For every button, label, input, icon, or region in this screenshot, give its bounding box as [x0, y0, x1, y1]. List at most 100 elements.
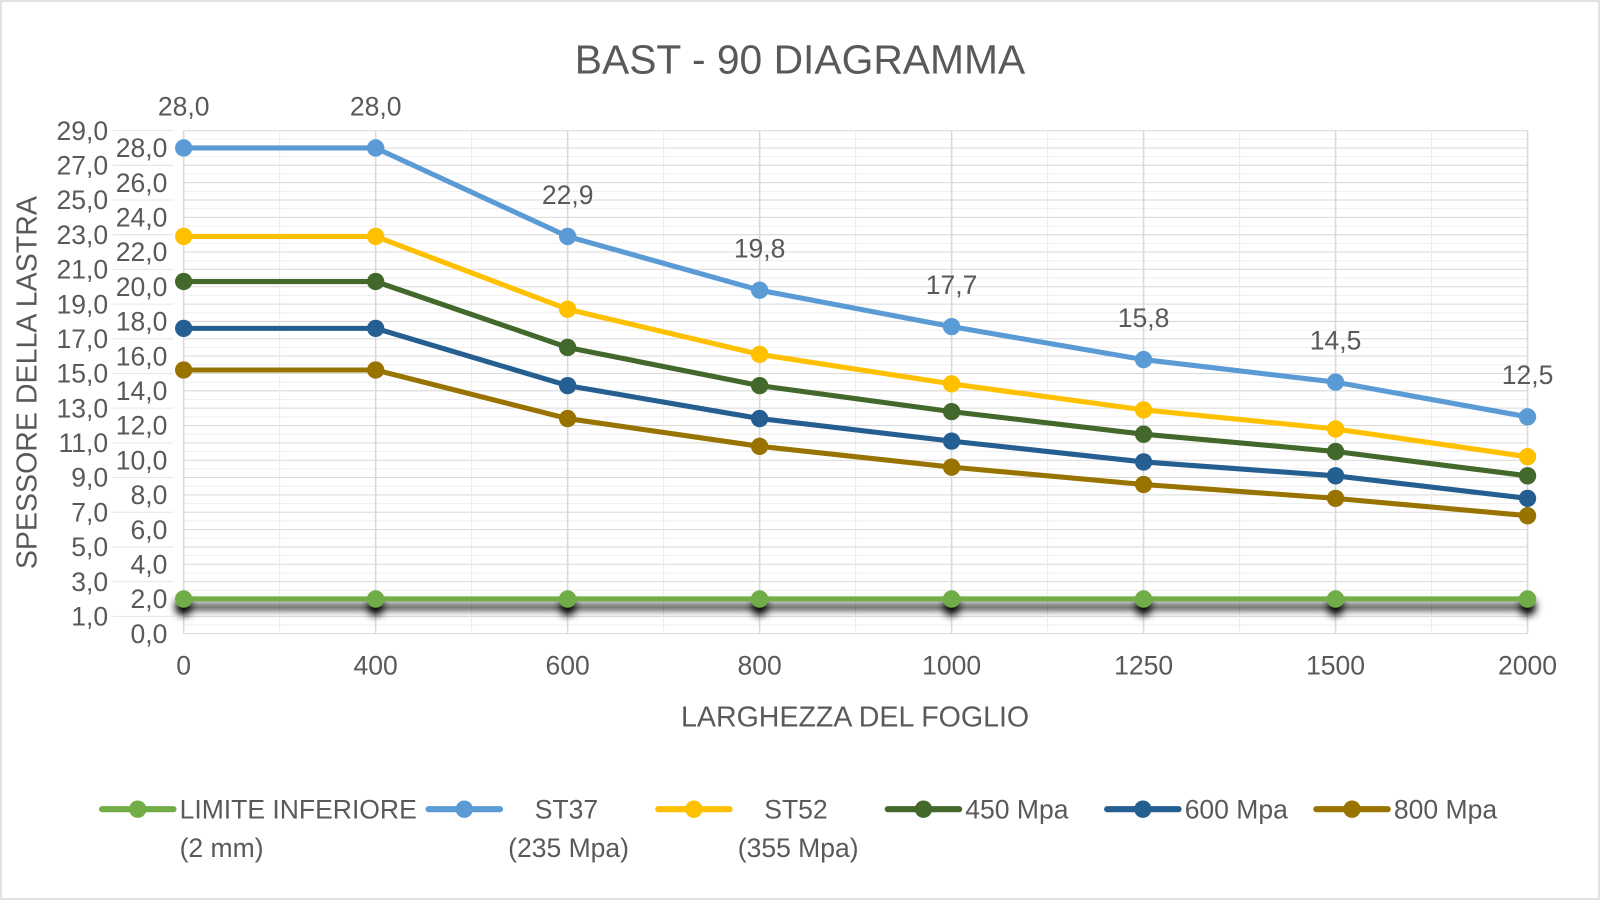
data-point: [1326, 373, 1345, 391]
legend-item: LIMITE INFERIORE (2 mm): [98, 794, 417, 863]
y-tick-label: 27,0: [57, 150, 109, 180]
y-tick-label: 12,0: [116, 411, 168, 441]
data-point: [175, 272, 193, 291]
y-tick-label: 10,0: [116, 445, 168, 475]
data-point: [558, 300, 577, 318]
series-line: [183, 325, 1528, 501]
y-tick-label: 7,0: [71, 497, 108, 527]
gridlines: [182, 130, 1529, 635]
legend-marker: [455, 800, 473, 818]
x-tick-label: 400: [354, 650, 398, 680]
series-line: [183, 233, 1528, 460]
y-tick-label: 21,0: [57, 255, 109, 285]
series-line: [183, 367, 1528, 519]
legend-label-line2: (2 mm): [180, 833, 264, 863]
x-tick-label: 1500: [1306, 650, 1365, 680]
legend-marker: [914, 800, 933, 818]
series-600-mpa: [175, 319, 1537, 508]
data-point: [175, 227, 193, 246]
x-tick-label: 2000: [1498, 650, 1557, 680]
y-tick-label: 14,0: [116, 376, 168, 406]
data-point: [175, 590, 193, 608]
y-tick-label: 13,0: [57, 393, 109, 423]
data-point: [1518, 408, 1537, 426]
series-line: [183, 278, 1528, 479]
data-point: [1134, 401, 1153, 419]
legend-item: 450 Mpa: [884, 794, 1069, 824]
chart-title: BAST - 90 DIAGRAMMA: [575, 36, 1026, 82]
data-point: [1134, 475, 1153, 494]
x-tick-label: 1250: [1114, 650, 1173, 680]
y-tick-label: 17,0: [57, 324, 109, 354]
x-tick-label: 0: [176, 650, 191, 680]
y-tick-label: 28,0: [116, 133, 168, 163]
data-point: [1326, 590, 1345, 608]
data-point: [558, 338, 577, 357]
y-tick-label: 4,0: [130, 549, 167, 579]
y-axis-ticks: 0,0 1,0 2,0 3,0 4,0 5,0 6,0 7,0 8,0 9,0 10,011,012…: [57, 116, 174, 649]
data-label: 28,0: [350, 91, 402, 121]
series-450-mpa: [175, 272, 1537, 485]
data-point: [366, 590, 385, 608]
data-point: [175, 319, 193, 338]
legend-label: 600 Mpa: [1185, 794, 1288, 824]
x-tick-label: 800: [737, 650, 781, 680]
legend-item: 600 Mpa: [1104, 794, 1288, 824]
series-lines: [175, 139, 1537, 608]
data-point: [1518, 489, 1537, 508]
data-point: [1134, 425, 1153, 443]
y-tick-label: 20,0: [116, 272, 168, 302]
y-axis-label: SPESSORE DELLA LASTRA: [12, 196, 44, 569]
data-point: [366, 361, 385, 379]
y-tick-label: 1,0: [71, 602, 108, 632]
data-labels: 28,0 28,0 22,9 19,8 17,7 15,8 14,5 12,5: [158, 91, 1553, 390]
data-point: [558, 409, 577, 428]
y-tick-label: 8,0: [130, 480, 167, 510]
data-label: 22,9: [542, 180, 594, 210]
y-tick-label: 5,0: [71, 532, 108, 562]
data-point: [942, 402, 961, 421]
data-point: [366, 139, 385, 157]
data-point: [1518, 590, 1537, 608]
y-tick-label: 26,0: [116, 168, 168, 198]
data-point: [750, 281, 769, 299]
data-point: [942, 590, 961, 608]
series-limite-inferiore: [175, 590, 1537, 608]
data-point: [558, 590, 577, 608]
data-point: [1134, 350, 1153, 369]
data-label: 17,7: [926, 270, 978, 300]
data-label: 14,5: [1310, 325, 1362, 355]
data-point: [750, 345, 769, 364]
data-point: [750, 437, 769, 455]
legend-item: ST52 (355 Mpa): [655, 794, 859, 863]
legend-label: ST52: [764, 794, 827, 824]
data-point: [942, 375, 961, 393]
data-point: [1518, 467, 1537, 485]
y-tick-label: 15,0: [57, 359, 109, 389]
y-tick-label: 2,0: [130, 584, 167, 614]
data-point: [750, 590, 769, 608]
y-tick-label: 24,0: [116, 203, 168, 233]
series-800-mpa: [175, 361, 1537, 525]
data-point: [175, 361, 193, 379]
data-label: 15,8: [1118, 303, 1170, 333]
data-point: [942, 317, 961, 336]
y-tick-label: 0,0: [130, 619, 167, 649]
x-axis-label: LARGHEZZA DEL FOGLIO: [681, 702, 1029, 734]
y-tick-label: 29,0: [57, 116, 109, 146]
data-point: [1518, 507, 1537, 525]
data-point: [558, 376, 577, 395]
y-tick-label: 19,0: [57, 289, 109, 319]
y-tick-label: 6,0: [130, 515, 167, 545]
series-line: [183, 145, 1529, 420]
data-point: [558, 227, 577, 246]
data-point: [750, 409, 769, 428]
data-point: [175, 139, 193, 157]
data-point: [366, 319, 385, 338]
legend-label: 450 Mpa: [965, 794, 1068, 824]
x-tick-label: 1000: [922, 650, 981, 680]
data-label: 28,0: [158, 91, 210, 121]
legend-label-line2: (355 Mpa): [738, 833, 859, 863]
x-tick-label: 600: [546, 650, 590, 680]
legend-label: LIMITE INFERIORE: [180, 794, 417, 824]
